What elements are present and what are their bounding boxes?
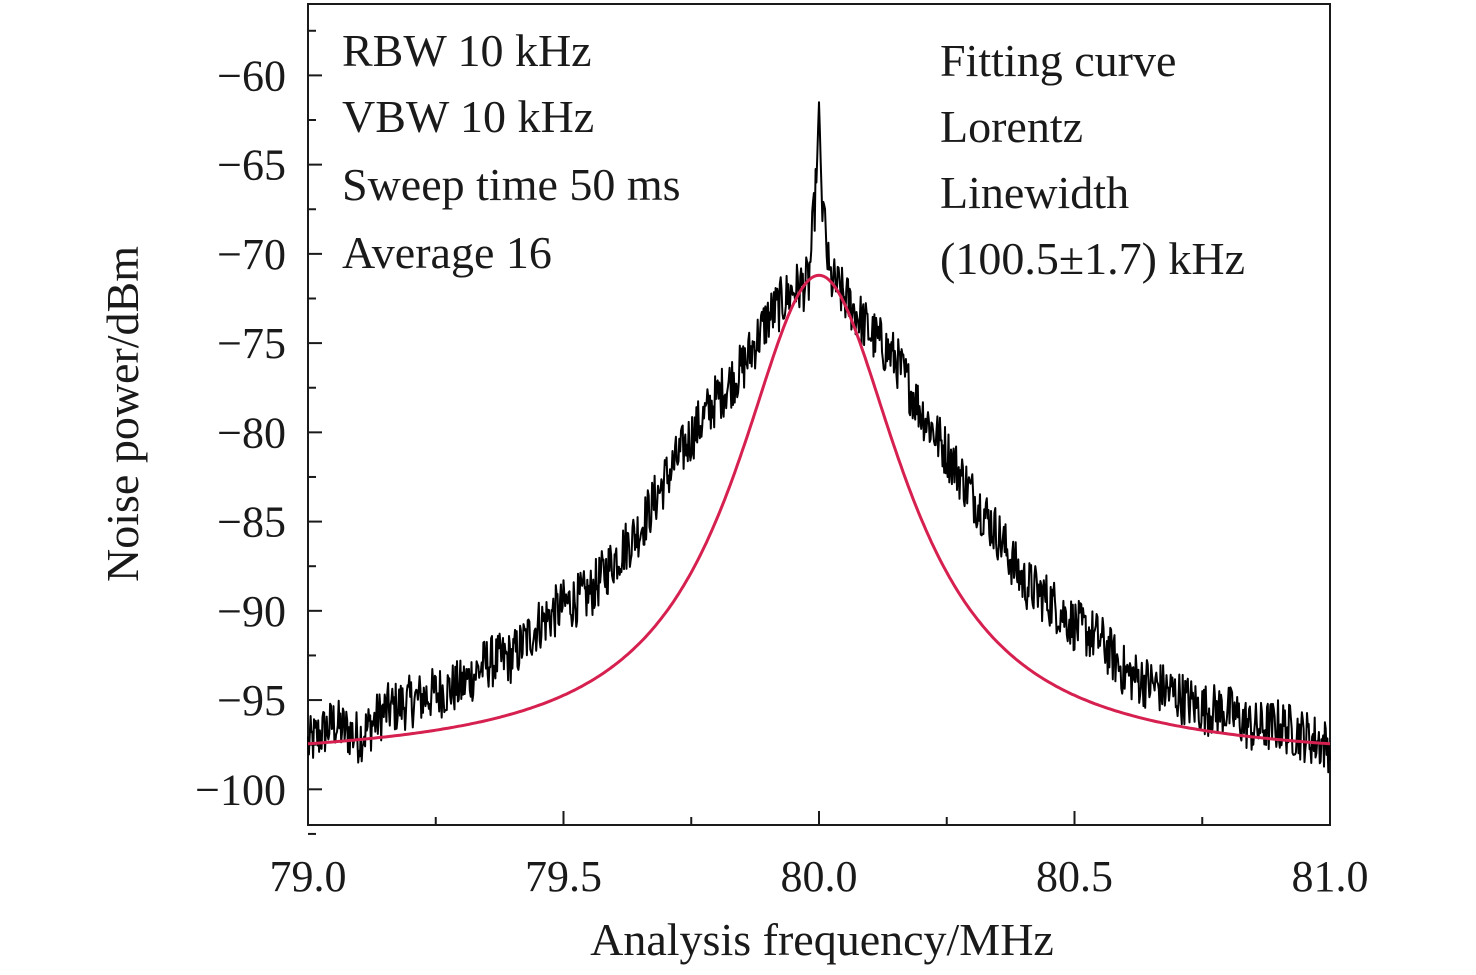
fit-annotation: Fitting curve Lorentz Linewidth (100.5±1… [940, 35, 1245, 284]
y-axis-title: Noise power/dBm [97, 246, 148, 582]
y-tick-label: −90 [217, 587, 286, 636]
x-tick-label: 79.5 [525, 852, 602, 901]
settings-annotation: RBW 10 kHz VBW 10 kHz Sweep time 50 ms A… [342, 25, 681, 278]
x-axis-title: Analysis frequency/MHz [590, 914, 1054, 965]
vbw-label: VBW 10 kHz [342, 91, 594, 142]
y-tick-label: −95 [217, 676, 286, 725]
measured-spectrum-line [307, 101, 1331, 774]
x-axis-ticks: 79.0 79.5 80.0 80.5 81.0 [270, 811, 1369, 901]
series-layer [307, 101, 1331, 774]
lorentz-label: Lorentz [940, 101, 1083, 152]
y-tick-label: −65 [217, 141, 286, 190]
lorentz-fit-line [307, 273, 1331, 746]
y-tick-label: −85 [217, 498, 286, 547]
x-tick-label: 80.0 [781, 852, 858, 901]
y-tick-label: −75 [217, 319, 286, 368]
sweep-time-label: Sweep time 50 ms [342, 159, 681, 210]
fitting-curve-label: Fitting curve [940, 35, 1176, 86]
x-tick-label: 79.0 [270, 852, 347, 901]
y-tick-label: −80 [217, 408, 286, 457]
y-tick-label: −70 [217, 230, 286, 279]
rbw-label: RBW 10 kHz [342, 25, 592, 76]
y-tick-label: −100 [195, 765, 286, 814]
x-tick-label: 80.5 [1036, 852, 1113, 901]
linewidth-label: Linewidth [940, 167, 1129, 218]
x-tick-label: 81.0 [1292, 852, 1369, 901]
average-label: Average 16 [342, 227, 552, 278]
linewidth-value: (100.5±1.7) kHz [940, 233, 1245, 284]
y-axis-ticks: −60 −65 −70 −75 −80 −85 −90 −95 −100 [195, 29, 322, 835]
y-tick-label: −60 [217, 51, 286, 100]
